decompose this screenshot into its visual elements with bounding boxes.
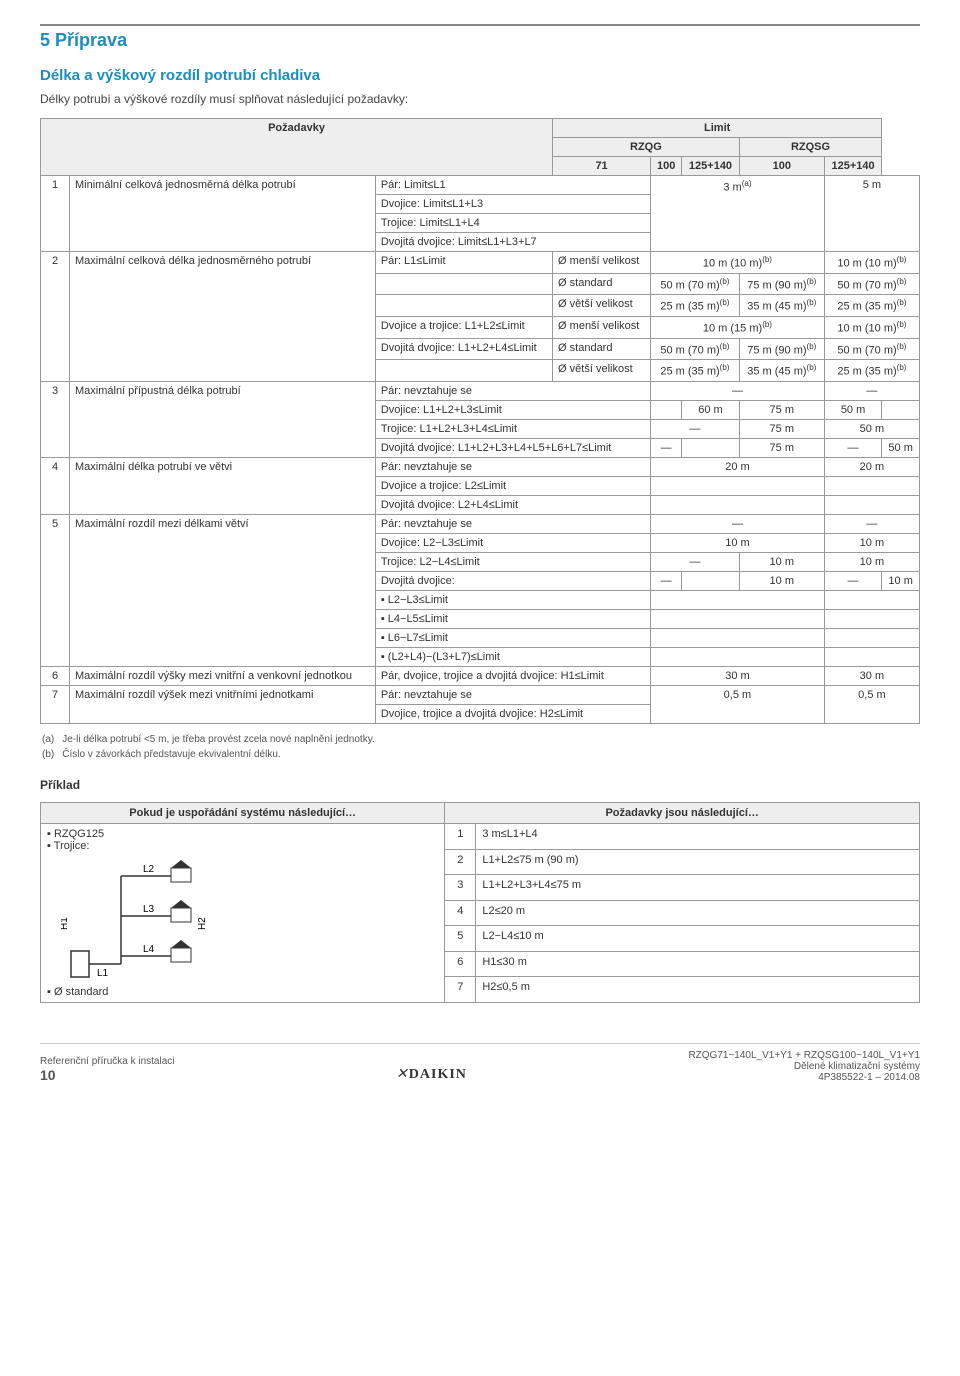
limits-table: Požadavky Limit RZQG RZQSG 71 100 125+14… <box>40 118 920 724</box>
example-left-item: ▪ Ø standard <box>47 986 438 998</box>
example-req-text: L1+L2+L3+L4≤75 m <box>476 875 920 901</box>
page-footer: Referenční příručka k instalaci 10 ✕DAIK… <box>40 1043 920 1083</box>
example-req-text: H2≤0,5 m <box>476 977 920 1003</box>
example-left-item: ▪ Trojice: <box>47 840 438 852</box>
example-req-text: L1+L2≤75 m (90 m) <box>476 849 920 875</box>
footer-logo-text: DAIKIN <box>409 1067 467 1082</box>
th-rzqsg: RZQSG <box>739 138 882 157</box>
subsection-heading: Délka a výškový rozdíl potrubí chladiva <box>40 67 920 84</box>
page: 5 Příprava Délka a výškový rozdíl potrub… <box>0 0 960 1123</box>
note-b-key: (b) <box>42 749 60 762</box>
th-71: 71 <box>553 157 651 176</box>
example-th-right: Požadavky jsou následující… <box>445 802 920 823</box>
diagram-label-l2: L2 <box>143 864 155 875</box>
example-req-num: 4 <box>445 900 476 926</box>
header-rule <box>40 24 920 26</box>
note-a-key: (a) <box>42 734 60 747</box>
note-b-text: Číslo v závorkách představuje ekvivalent… <box>62 749 381 762</box>
piping-diagram: L2 L3 L4 L1 H1 H2 <box>61 856 231 986</box>
th-requirements: Požadavky <box>41 119 553 176</box>
th-125b: 125+140 <box>824 157 882 176</box>
footer-left-line1: Referenční příručka k instalaci <box>40 1056 175 1067</box>
example-req-num: 7 <box>445 977 476 1003</box>
example-req-text: L2−L4≤10 m <box>476 926 920 952</box>
th-limit: Limit <box>553 119 882 138</box>
th-100b: 100 <box>739 157 824 176</box>
footnotes: (a)Je-li délka potrubí <5 m, je třeba pr… <box>40 732 383 764</box>
example-table: Pokud je uspořádání systému následující…… <box>40 802 920 1003</box>
limits-table-head: Požadavky Limit RZQG RZQSG 71 100 125+14… <box>41 119 920 176</box>
example-req-num: 6 <box>445 951 476 977</box>
note-a-text: Je-li délka potrubí <5 m, je třeba prové… <box>62 734 381 747</box>
diagram-label-h2: H2 <box>197 917 208 930</box>
footer-right-line3: 4P385522-1 – 2014.08 <box>688 1072 920 1083</box>
example-th-left: Pokud je uspořádání systému následující… <box>41 802 445 823</box>
section-number: 5 <box>40 30 50 50</box>
intro-text: Délky potrubí a výškové rozdíly musí spl… <box>40 92 920 106</box>
example-req-num: 1 <box>445 823 476 849</box>
footer-logo: ✕DAIKIN <box>396 1066 467 1083</box>
example-req-text: H1≤30 m <box>476 951 920 977</box>
example-req-text: L2≤20 m <box>476 900 920 926</box>
example-req-num: 2 <box>445 849 476 875</box>
th-100a: 100 <box>651 157 682 176</box>
example-left-item: ▪ RZQG125 <box>47 828 438 840</box>
example-req-num: 3 <box>445 875 476 901</box>
footer-right: RZQG71~140L_V1+Y1 + RZQSG100~140L_V1+Y1 … <box>688 1050 920 1083</box>
th-rzqg: RZQG <box>553 138 740 157</box>
footer-right-line1: RZQG71~140L_V1+Y1 + RZQSG100~140L_V1+Y1 <box>688 1050 920 1061</box>
footer-page-number: 10 <box>40 1067 175 1083</box>
example-label: Příklad <box>40 778 920 792</box>
footer-right-line2: Dělené klimatizační systémy <box>688 1061 920 1072</box>
th-125a: 125+140 <box>682 157 740 176</box>
diagram-label-l4: L4 <box>143 944 155 955</box>
section-title: Příprava <box>55 30 127 50</box>
section-heading: 5 Příprava <box>40 30 920 51</box>
diagram-label-l1: L1 <box>97 968 109 979</box>
example-left-cell: ▪ RZQG125 ▪ Trojice: <box>41 823 445 1002</box>
example-req-num: 5 <box>445 926 476 952</box>
limits-table-body: 1Minimální celková jednosměrná délka pot… <box>41 176 920 724</box>
diagram-label-h1: H1 <box>61 917 70 930</box>
diagram-label-l3: L3 <box>143 904 155 915</box>
example-req-text: 3 m≤L1+L4 <box>476 823 920 849</box>
footer-left: Referenční příručka k instalaci 10 <box>40 1056 175 1083</box>
